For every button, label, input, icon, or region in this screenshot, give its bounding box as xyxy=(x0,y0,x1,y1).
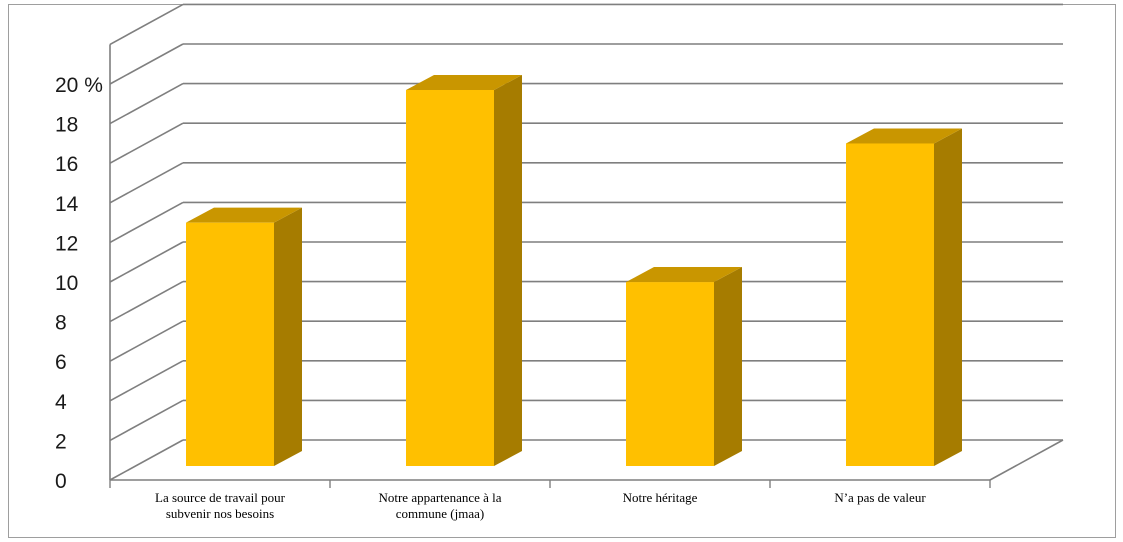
y-tick-label: 6 xyxy=(55,351,67,374)
grid-diagonal xyxy=(109,3,184,46)
bar-front xyxy=(626,282,714,466)
y-tick-label: 8 xyxy=(55,312,67,335)
y-tick-label: 2 xyxy=(55,430,67,453)
grid-diagonal xyxy=(109,320,184,362)
bar xyxy=(846,128,962,466)
bar-front xyxy=(406,90,494,466)
grid-diagonal xyxy=(109,162,184,204)
grid-diagonal xyxy=(109,43,184,85)
y-tick-label: 12 xyxy=(55,232,78,255)
bar-layer xyxy=(186,75,962,466)
bar-top xyxy=(626,267,742,283)
bar-top xyxy=(186,207,302,223)
x-tick-label: Notre héritage xyxy=(623,490,698,505)
grid-diagonal xyxy=(109,122,184,164)
bar xyxy=(186,207,302,466)
y-tick-label: 10 xyxy=(55,272,78,295)
x-tick-labels: La source de travail pour subvenir nos be… xyxy=(155,490,926,521)
bar-side xyxy=(494,75,522,466)
bar xyxy=(406,75,522,466)
grid-diagonal xyxy=(109,82,184,125)
y-tick-label: 4 xyxy=(55,391,67,414)
bar-side xyxy=(274,207,302,466)
bar-top xyxy=(846,128,962,144)
y-tick-label: 18 xyxy=(55,114,78,137)
y-tick-label: 0 xyxy=(55,470,67,493)
grid-diagonal xyxy=(109,201,184,244)
grid-diagonal xyxy=(109,360,184,402)
bar xyxy=(626,267,742,466)
bar-side xyxy=(934,128,962,466)
grid-diagonal xyxy=(109,241,184,283)
x-tick-label: N’a pas de valeur xyxy=(834,490,926,505)
y-tick-label: 14 xyxy=(55,193,79,216)
grid-diagonal xyxy=(109,439,184,481)
bar-side xyxy=(714,267,742,466)
bar-top xyxy=(406,75,522,90)
x-tick-label: Notre appartenance à la commune (jmaa) xyxy=(378,490,501,521)
x-tick-label: La source de travail pour subvenir nos be… xyxy=(155,490,286,521)
grid-diagonal xyxy=(109,280,184,323)
y-tick-label: 16 xyxy=(55,153,78,176)
y-tick-label: 20 % xyxy=(55,74,103,97)
bar-front xyxy=(186,222,274,466)
y-tick-labels: 0 2 4 6 8 10 12 14 16 18 20 % xyxy=(55,74,103,493)
floor-right-edge xyxy=(989,439,1064,481)
grid-diagonal xyxy=(109,399,184,442)
axis-layer xyxy=(109,44,1064,488)
bar-front xyxy=(846,143,934,466)
